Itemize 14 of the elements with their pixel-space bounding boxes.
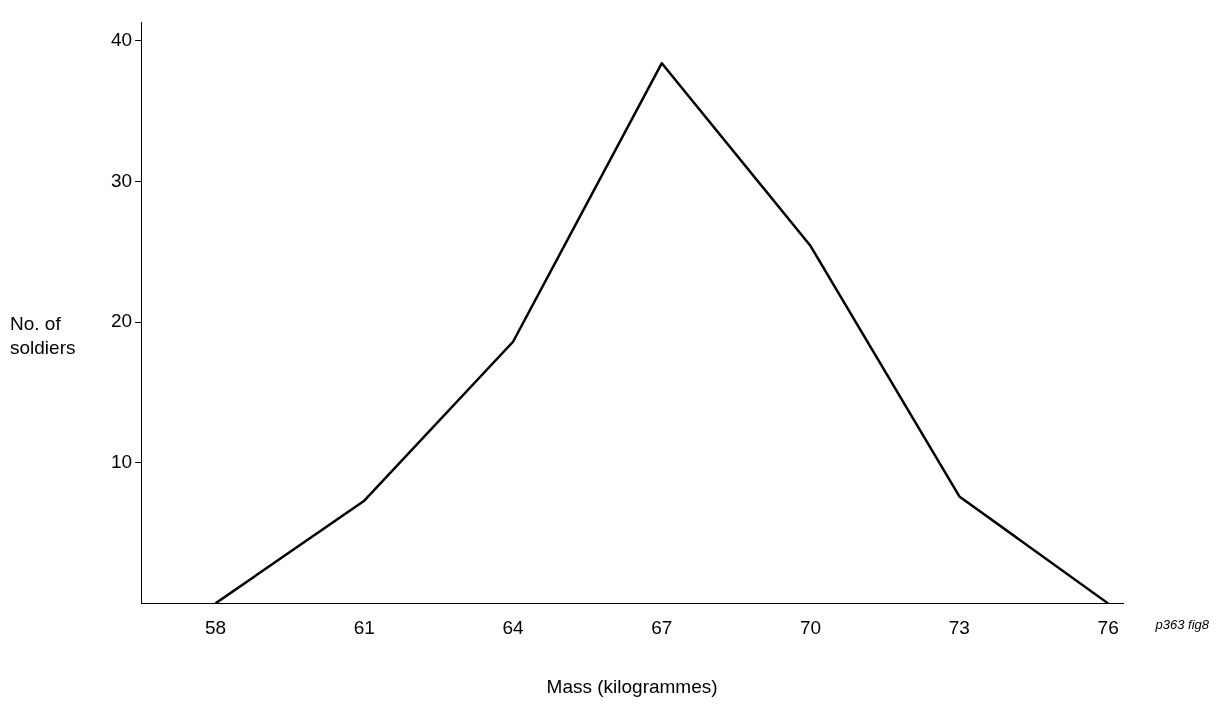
x-tick-label: 73 — [948, 617, 970, 639]
y-tick-label: 10 — [110, 450, 133, 472]
y-tick-label: 20 — [110, 310, 133, 332]
text: p363 fig8 — [1154, 617, 1210, 633]
x-tick-label: 64 — [502, 617, 525, 639]
x-tick-label: 70 — [800, 617, 822, 639]
y-axis-title: No. of soldiers — [10, 313, 76, 359]
y-tick-label: 40 — [110, 28, 133, 50]
y-tick-label: 30 — [110, 169, 133, 191]
x-tick-label: 61 — [353, 617, 375, 639]
x-tick-label: 67 — [651, 617, 673, 639]
x-tick-label: 76 — [1097, 617, 1119, 639]
x-axis-title: Mass (kilogrammes) — [546, 675, 718, 697]
x-tick-label: 58 — [204, 617, 227, 639]
